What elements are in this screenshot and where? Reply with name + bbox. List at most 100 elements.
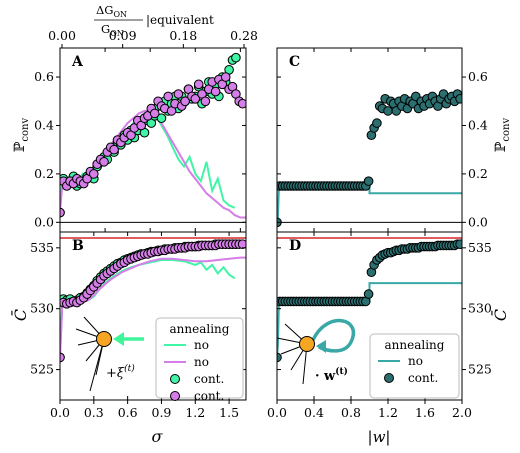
x-tick-label: 1.5 <box>219 405 239 420</box>
data-point <box>237 239 246 249</box>
neuron-icon <box>96 331 112 347</box>
panel-c: 0.0 0.2 0.4 0.6 C <box>276 47 488 233</box>
legend-right: annealing no cont. <box>369 333 460 399</box>
y-tick-label: 0.0 <box>468 214 488 229</box>
data-point <box>372 118 382 128</box>
noise-arrow-head <box>113 332 124 346</box>
top-axis-numer: ΔGON <box>96 3 127 19</box>
panel-a: 0.0 0.2 0.4 0.6 0.00 0.09 0.18 0.28 A <box>34 28 258 233</box>
data-point <box>455 239 462 249</box>
x-tick-label: 0.8 <box>341 405 361 420</box>
x-tick-label: 0.0 <box>50 405 70 420</box>
data-point <box>149 108 160 119</box>
axes-frame <box>59 231 247 401</box>
y-tick-label: 0.4 <box>34 117 54 132</box>
plot-area <box>277 239 462 363</box>
x-tick-label: 1.2 <box>185 405 205 420</box>
data-point <box>363 176 374 186</box>
neuron-noise-inset: +ξ(t) <box>75 316 144 392</box>
noise-symbol: +ξ <box>106 366 125 381</box>
xlabel-w: |w| <box>368 428 391 446</box>
y-tick-label: 0.2 <box>34 166 54 181</box>
legend-marker-swatch <box>384 373 394 383</box>
panel-label-c: C <box>289 54 300 70</box>
panel-label-a: A <box>71 54 84 70</box>
noise-sup: (t) <box>124 363 135 374</box>
svg-text:ℙconv: ℙconv <box>493 118 512 153</box>
series-line-0 <box>277 185 462 223</box>
data-point <box>173 89 184 99</box>
y-tick-label: 0.4 <box>468 117 488 132</box>
y-tick-label: 535 <box>468 240 492 255</box>
data-point <box>99 157 109 167</box>
legend-marker-swatch <box>170 374 180 384</box>
y-tick-label: 530 <box>30 301 54 316</box>
neuron-weight-inset: · w(t) <box>276 319 355 385</box>
data-point <box>237 98 246 109</box>
top-tick-label: 0.28 <box>230 28 258 43</box>
legend-label: cont. <box>408 371 438 385</box>
weight-symbol: · w <box>315 369 336 384</box>
svg-text:C̄: C̄ <box>489 309 510 321</box>
noise-label: +ξ(t) <box>106 363 135 381</box>
data-point <box>210 86 221 97</box>
panel-label-b: B <box>72 238 84 254</box>
y-tick-label: 530 <box>468 301 492 316</box>
x-tick-label: 0.4 <box>304 405 324 420</box>
plot-area <box>60 239 246 363</box>
legend-label: no <box>194 355 209 369</box>
top-axis-denom: GON <box>101 22 124 38</box>
x-tick-label: 0.0 <box>267 405 287 420</box>
y-tick-label: 0.0 <box>34 214 54 229</box>
y-tick-label: 0.2 <box>468 166 488 181</box>
weight-sup: (t) <box>335 366 348 377</box>
data-point <box>180 96 190 107</box>
legend-title: annealing <box>385 338 445 352</box>
x-tick-label: 1.2 <box>378 405 398 420</box>
series-line-0 <box>60 112 236 213</box>
x-tick-label: 2.0 <box>452 405 472 420</box>
legend-marker-swatch <box>170 391 180 401</box>
svg-text:C̄: C̄ <box>9 309 30 321</box>
legend-title: annealing <box>170 322 230 336</box>
y-tick-label: 0.6 <box>468 69 488 84</box>
top-axis-label: ΔGON GON |equivalent <box>94 3 214 38</box>
x-tick-label: 0.3 <box>84 405 104 420</box>
svg-text:ℙconv: ℙconv <box>12 118 31 153</box>
axes-frame <box>276 231 463 401</box>
data-point <box>163 91 173 102</box>
ylabel-bottom-right: C̄ <box>489 309 510 321</box>
xlabel-sigma: σ <box>152 427 164 446</box>
data-point <box>455 94 462 104</box>
legend-label: no <box>408 354 423 368</box>
legend-label: cont. <box>194 389 224 403</box>
panel-label-d: D <box>289 238 301 254</box>
y-tick-label: 525 <box>468 362 492 377</box>
data-point <box>109 144 119 155</box>
plot-area <box>60 52 246 219</box>
y-tick-label: 535 <box>30 240 54 255</box>
plot-area <box>277 89 462 228</box>
axes-frame <box>276 47 463 233</box>
data-point <box>200 96 211 107</box>
top-tick-label: 0.09 <box>109 28 137 43</box>
ylabel-top-right: ℙconv <box>493 118 512 153</box>
top-tick-label: 0.18 <box>169 28 197 43</box>
legend-left: annealing no no cont. cont. <box>155 317 244 403</box>
y-tick-label: 525 <box>30 362 54 377</box>
weight-loop-arrow <box>311 319 355 353</box>
data-point <box>193 79 204 90</box>
top-tick-label: 0.00 <box>48 28 76 43</box>
ylabel-bottom-left: C̄ <box>9 309 30 321</box>
data-point <box>89 169 99 179</box>
weight-label: · w(t) <box>315 366 348 384</box>
x-tick-label: 1.6 <box>415 405 435 420</box>
top-axis-suffix: |equivalent <box>146 13 214 27</box>
y-tick-label: 0.6 <box>34 69 54 84</box>
data-point <box>156 113 167 123</box>
x-tick-label: 0.9 <box>152 405 172 420</box>
data-point <box>220 72 231 82</box>
